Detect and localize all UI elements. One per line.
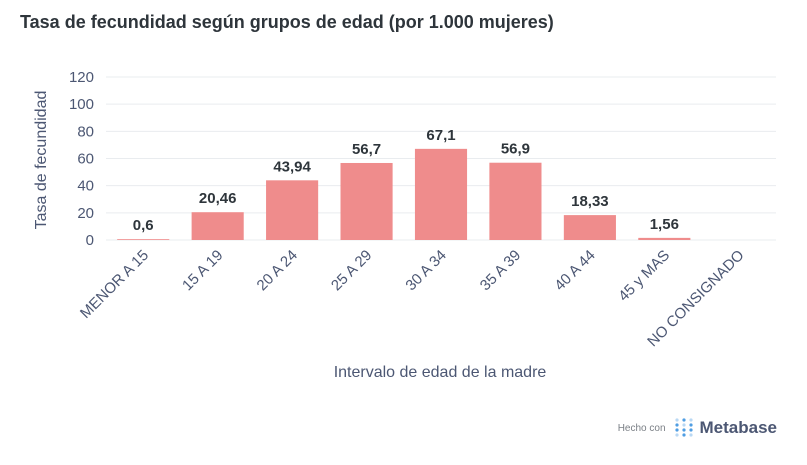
y-tick-label: 40	[77, 178, 94, 195]
x-tick-label: 15 A 19	[179, 247, 226, 294]
data-label: 20,46	[199, 190, 237, 207]
bar[interactable]	[563, 215, 616, 240]
data-label: 18,33	[571, 193, 609, 210]
y-tick-label: 20	[77, 205, 94, 222]
bar[interactable]	[414, 148, 468, 240]
y-tick-label: 80	[77, 123, 94, 140]
bar[interactable]	[638, 237, 691, 240]
made-with-text: Hecho con	[617, 422, 666, 434]
x-axis-label: Intervalo de edad de la madre	[334, 364, 547, 381]
data-label: 1,56	[650, 216, 679, 233]
y-tick-label: 120	[69, 69, 94, 86]
x-tick-label: 30 A 34	[402, 247, 449, 294]
data-label: 56,9	[501, 141, 530, 158]
data-label: 43,94	[273, 158, 311, 175]
bar[interactable]	[489, 162, 542, 240]
x-tick-label: 20 A 24	[254, 247, 301, 294]
bar[interactable]	[191, 212, 244, 240]
metabase-brand: Metabase	[699, 418, 777, 437]
bar[interactable]	[117, 239, 170, 240]
x-axis-ticks: MENOR A 15 15 A 19 20 A 24 25 A 29 30 A 34 35…	[77, 247, 748, 350]
y-axis-ticks: 0 20 40 60 80 100 120	[69, 69, 94, 249]
footer: Hecho con Metabase	[618, 417, 777, 439]
data-label: 56,7	[352, 141, 381, 158]
data-label: 0,6	[133, 217, 154, 234]
bar[interactable]	[266, 180, 319, 240]
metabase-logo-icon	[674, 418, 693, 437]
x-tick-label: 35 A 39	[477, 247, 524, 294]
y-tick-label: 100	[69, 96, 94, 113]
bar[interactable]	[340, 162, 393, 240]
chart-title: Tasa de fecundidad según grupos de edad …	[20, 12, 554, 32]
metabase-logo[interactable]: Metabase	[674, 417, 777, 439]
y-axis-label: Tasa de fecundidad	[33, 91, 50, 230]
x-tick-label: 45 y MAS	[615, 247, 673, 305]
x-tick-label: 25 A 29	[328, 247, 375, 294]
bars	[117, 148, 691, 240]
y-tick-label: 0	[86, 232, 94, 249]
data-label: 67,1	[426, 127, 455, 144]
x-tick-label: MENOR A 15	[77, 247, 152, 322]
y-tick-label: 60	[77, 151, 94, 168]
data-labels: 0,6 20,46 43,94 56,7 67,1 56,9 18,33 1,56	[133, 127, 679, 234]
x-tick-label: 40 A 44	[551, 247, 598, 294]
